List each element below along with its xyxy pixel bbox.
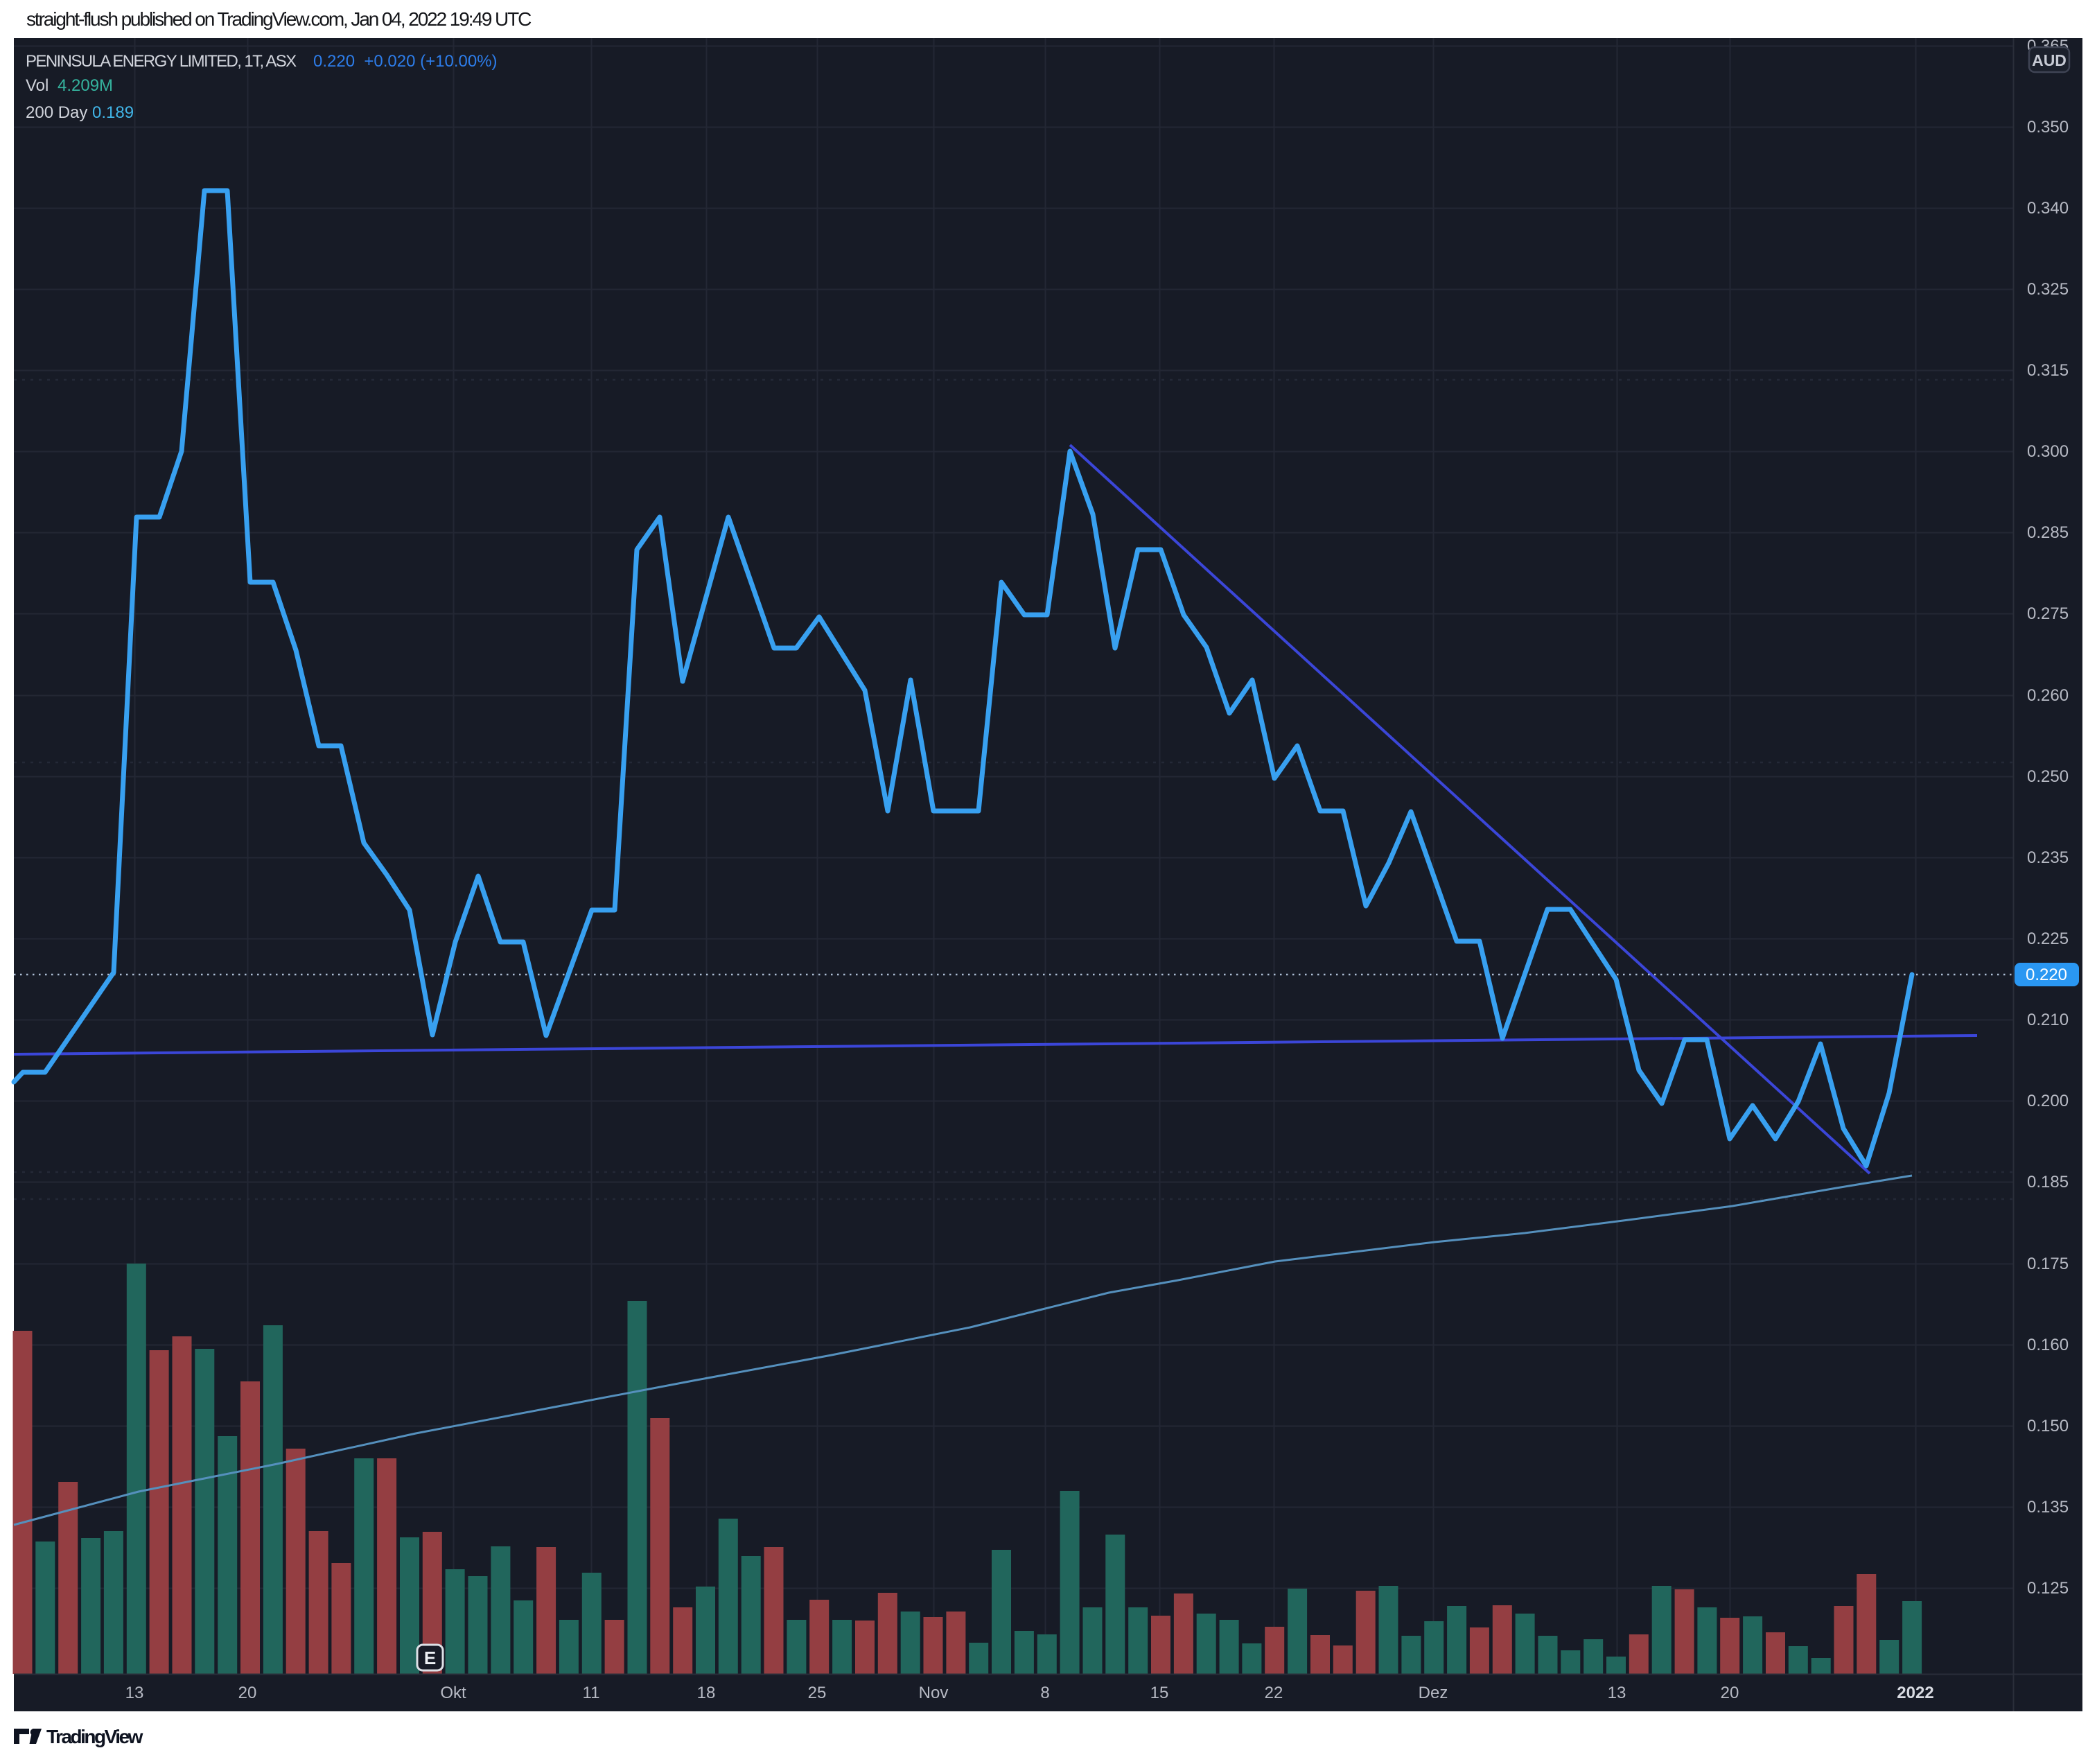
- svg-text:0.185: 0.185: [2027, 1173, 2069, 1191]
- svg-text:20: 20: [1721, 1684, 1739, 1702]
- svg-text:0.150: 0.150: [2027, 1417, 2069, 1435]
- svg-text:straight-flush published on Tr: straight-flush published on TradingView.…: [26, 8, 532, 30]
- svg-text:Nov: Nov: [919, 1684, 949, 1702]
- svg-text:Okt: Okt: [440, 1684, 466, 1702]
- svg-text:20: 20: [238, 1684, 257, 1702]
- svg-text:0.220: 0.220: [2026, 966, 2067, 984]
- svg-text:11: 11: [583, 1684, 600, 1702]
- svg-text:0.275: 0.275: [2027, 604, 2069, 623]
- svg-text:0.175: 0.175: [2027, 1255, 2069, 1273]
- svg-text:22: 22: [1265, 1684, 1283, 1702]
- svg-text:0.250: 0.250: [2027, 767, 2069, 786]
- svg-text:0.235: 0.235: [2027, 848, 2069, 867]
- svg-text:25: 25: [808, 1684, 827, 1702]
- svg-text:18: 18: [697, 1684, 716, 1702]
- svg-text:0.285: 0.285: [2027, 523, 2069, 542]
- svg-text:0.350: 0.350: [2027, 118, 2069, 137]
- svg-text:15: 15: [1150, 1684, 1169, 1702]
- svg-text:0.340: 0.340: [2027, 199, 2069, 218]
- svg-text:0.225: 0.225: [2027, 929, 2069, 948]
- svg-text:AUD: AUD: [2032, 51, 2067, 69]
- svg-text:2022: 2022: [1897, 1684, 1933, 1702]
- svg-text:0.315: 0.315: [2027, 361, 2069, 380]
- svg-text:0.260: 0.260: [2027, 686, 2069, 705]
- svg-text:0.200: 0.200: [2027, 1092, 2069, 1110]
- svg-text:0.325: 0.325: [2027, 280, 2069, 299]
- svg-text:13: 13: [1608, 1684, 1626, 1702]
- svg-text:PENINSULA ENERGY LIMITED, 1T,: PENINSULA ENERGY LIMITED, 1T, ASX 0.220 +…: [26, 52, 498, 71]
- svg-text:0.300: 0.300: [2027, 442, 2069, 461]
- svg-text:0.210: 0.210: [2027, 1011, 2069, 1029]
- svg-text:TradingView: TradingView: [46, 1726, 143, 1747]
- svg-text:0.125: 0.125: [2027, 1579, 2069, 1598]
- svg-text:8: 8: [1040, 1684, 1049, 1702]
- svg-text:E: E: [424, 1648, 436, 1668]
- svg-text:Dez: Dez: [1419, 1684, 1448, 1702]
- svg-text:0.135: 0.135: [2027, 1498, 2069, 1517]
- svg-text:13: 13: [125, 1684, 144, 1702]
- svg-text:0.160: 0.160: [2027, 1336, 2069, 1354]
